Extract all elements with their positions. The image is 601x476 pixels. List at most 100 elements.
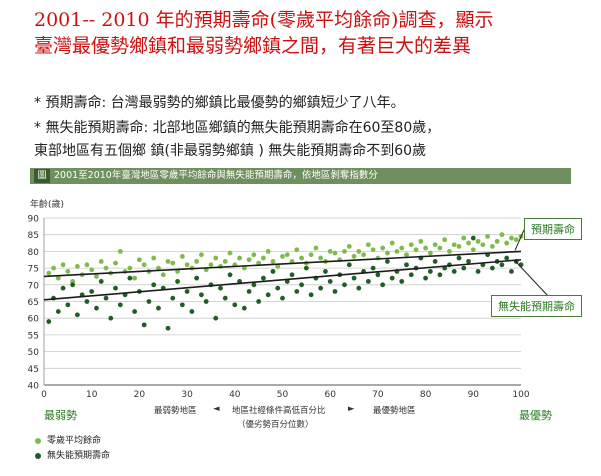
- le-point: [46, 270, 52, 276]
- dfle-point: [427, 269, 433, 274]
- dfle-point: [294, 289, 300, 294]
- le-point: [351, 254, 357, 259]
- le-point: [256, 260, 262, 266]
- label-advantaged-region: 最優勢地區: [373, 406, 416, 416]
- le-point: [308, 252, 314, 258]
- dfle-point: [389, 275, 395, 281]
- dfle-point: [504, 255, 510, 261]
- dfle-point: [489, 265, 495, 271]
- dfle-point: [256, 299, 262, 304]
- le-point: [385, 250, 390, 256]
- y-tick-label: 65: [28, 298, 39, 308]
- figure-banner: [30, 168, 571, 184]
- le-point: [456, 243, 462, 249]
- dfle-point: [370, 265, 376, 271]
- le-point: [365, 242, 371, 248]
- dfle-point: [189, 309, 195, 314]
- dfle-point: [265, 292, 271, 298]
- dfle-point: [103, 295, 109, 301]
- le-point: [470, 247, 476, 253]
- le-point: [466, 240, 471, 246]
- dfle-point: [246, 289, 252, 294]
- arrow-left-icon: ◄: [213, 404, 220, 414]
- le-point: [356, 249, 362, 254]
- le-point: [489, 243, 495, 249]
- dfle-point: [194, 275, 200, 281]
- le-point: [70, 279, 76, 284]
- le-point: [246, 257, 252, 263]
- x-tick-label: 70: [372, 390, 384, 400]
- x-axis-title: 地區社經條件高低百分比: [232, 406, 326, 416]
- y-tick-label: 75: [28, 265, 39, 275]
- chart-ticks: 40 45 50 55 60 65 70 75 80 85 90 0 10 20 30 40 50 60 70 80 9…: [28, 215, 530, 401]
- dfle-trend-line: [43, 258, 522, 301]
- dfle-point: [65, 302, 71, 308]
- le-point: [294, 247, 300, 253]
- dfle-point: [117, 302, 123, 308]
- chart-trends: [43, 229, 549, 301]
- le-point: [275, 264, 281, 269]
- x-tick-label: 20: [134, 390, 146, 400]
- dfle-point: [141, 322, 147, 328]
- le-point: [137, 257, 142, 263]
- le-point: [447, 249, 452, 254]
- le-point: [199, 252, 204, 258]
- le-point: [98, 259, 104, 264]
- dfle-point: [165, 325, 171, 331]
- dfle-point: [323, 269, 328, 274]
- figure-tag: 圖 1: [34, 169, 50, 195]
- dfle-point: [227, 272, 233, 278]
- dfle-point: [127, 275, 133, 281]
- dfle-point: [55, 309, 61, 314]
- le-point: [380, 245, 386, 251]
- x-tick-label: 60: [324, 390, 336, 400]
- dfle-point: [218, 285, 223, 291]
- x-tick-label: 100: [512, 390, 529, 400]
- dfle-point: [299, 282, 304, 288]
- dfle-point: [470, 235, 476, 241]
- x-tick-label: 50: [277, 390, 289, 400]
- callout-dfle-leader: [514, 260, 549, 297]
- dfle-point: [241, 305, 247, 311]
- dfle-point: [289, 272, 295, 278]
- y-tick-label: 45: [28, 365, 39, 375]
- dfle-point: [222, 295, 228, 301]
- le-point: [194, 259, 200, 264]
- dfle-point: [98, 279, 104, 284]
- legend-label-le: 零歲平均餘命: [47, 436, 102, 446]
- le-point: [318, 255, 324, 261]
- le-point: [342, 249, 347, 254]
- le-point: [423, 245, 428, 251]
- legend-label-dfle: 無失能預期壽命: [47, 451, 111, 461]
- bullet-dfle-north: * 無失能預期壽命: 北部地區鄉鎮的無失能預期壽命在60至80歲，: [34, 120, 441, 136]
- dfle-point: [356, 285, 362, 291]
- dfle-point: [399, 279, 405, 284]
- bullet-life-expectancy: * 預期壽命: 台灣最弱勢的鄉鎮比最優勢的鄉鎮短少了八年。: [34, 95, 405, 111]
- dfle-point: [146, 299, 152, 304]
- callout-dfle: 無失能預期壽命: [491, 295, 582, 317]
- slide-title-line1: 2001-- 2010 年的預期壽命(零歲平均餘命)調查，顯示: [34, 9, 494, 31]
- le-point: [461, 235, 467, 241]
- le-point: [74, 264, 80, 269]
- label-most-deprived: 最弱勢: [44, 409, 77, 422]
- dfle-point: [94, 305, 99, 311]
- y-tick-label: 80: [28, 248, 40, 258]
- le-point: [313, 245, 319, 251]
- le-point: [117, 249, 123, 254]
- le-point: [60, 262, 66, 268]
- le-point: [513, 237, 519, 243]
- le-point: [241, 265, 247, 271]
- dfle-point: [509, 269, 514, 274]
- le-point: [494, 238, 500, 244]
- le-point: [427, 250, 433, 256]
- le-point: [89, 267, 95, 273]
- dfle-point: [213, 315, 219, 321]
- x-tick-label: 80: [420, 390, 432, 400]
- le-point: [170, 260, 176, 266]
- le-point: [361, 252, 366, 258]
- dfle-point: [199, 292, 204, 298]
- dfle-point: [303, 265, 309, 271]
- y-tick-label: 60: [28, 315, 40, 325]
- le-point: [227, 250, 233, 256]
